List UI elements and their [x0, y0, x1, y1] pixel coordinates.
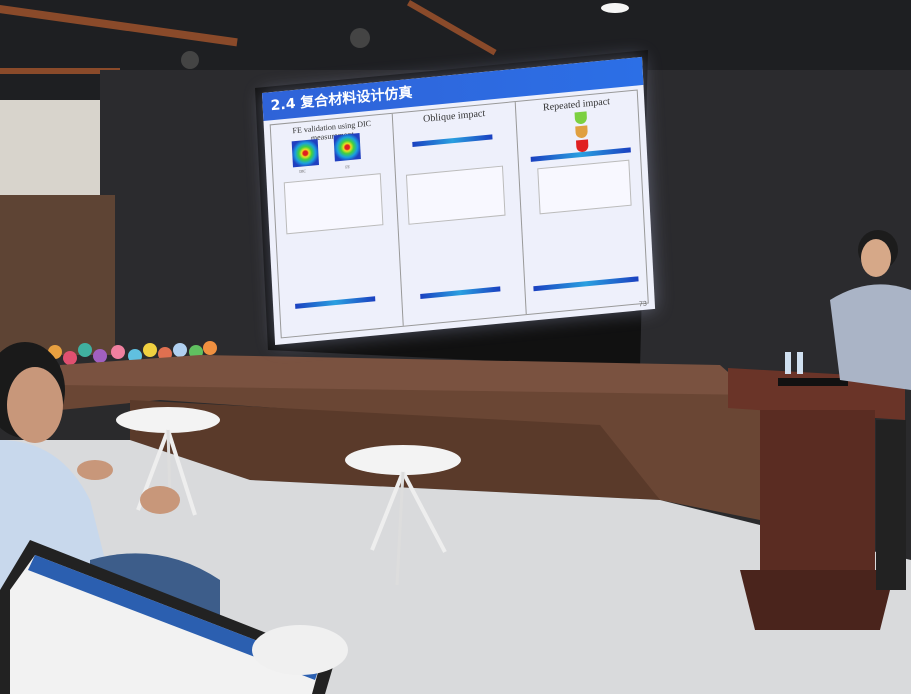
wood-panel-wall — [0, 195, 115, 355]
ceiling-beam — [0, 68, 120, 74]
left-wall — [0, 100, 100, 195]
fe-label: FE — [345, 164, 351, 170]
speaker — [830, 230, 911, 590]
impact-plate — [420, 286, 501, 300]
impact-plate — [412, 134, 493, 148]
impact-plate — [532, 276, 639, 292]
chair-back — [252, 625, 348, 675]
ceiling-beam — [0, 5, 238, 47]
ceiling-light — [181, 51, 199, 69]
impactor-green — [574, 111, 587, 125]
balloons — [48, 341, 217, 365]
repeated-bar-chart — [536, 159, 632, 215]
panel-repeated-impact: Repeated impact — [515, 91, 647, 315]
slide-panels: FE validation using DIC measurement DIC … — [269, 89, 649, 339]
side-table — [345, 445, 461, 586]
fe-contour-image — [333, 132, 361, 162]
panel-oblique-impact: Oblique impact — [393, 102, 527, 326]
presentation-slide: 2.4 复合材料设计仿真 FE validation using DIC mea… — [262, 56, 656, 346]
impact-plate — [295, 296, 376, 309]
impactor-orange — [574, 125, 588, 139]
ceiling-beam — [407, 0, 497, 56]
dic-contour-image — [291, 138, 320, 168]
laptop — [0, 540, 335, 694]
stage-step — [60, 385, 760, 520]
podium — [728, 352, 905, 630]
validation-chart — [283, 173, 384, 235]
slide-page-number: 73 — [638, 300, 647, 309]
panel-fe-validation: FE validation using DIC measurement DIC … — [270, 113, 405, 338]
ceiling-light — [350, 28, 370, 48]
oblique-chart — [406, 165, 506, 225]
dic-label: DIC — [299, 168, 307, 174]
panel-title: Oblique impact — [422, 108, 486, 125]
ceiling-light — [601, 3, 629, 13]
